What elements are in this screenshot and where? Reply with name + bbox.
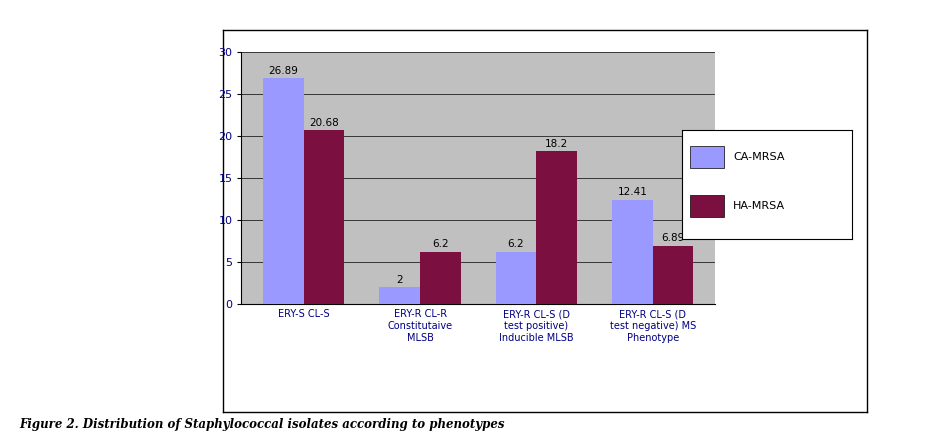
Text: 26.89: 26.89 xyxy=(268,66,298,76)
Text: 2: 2 xyxy=(397,274,403,285)
Text: 6.89: 6.89 xyxy=(661,233,685,243)
Text: 18.2: 18.2 xyxy=(545,138,568,148)
Bar xyxy=(420,252,461,304)
Text: 20.68: 20.68 xyxy=(310,118,339,128)
Text: CA-MRSA: CA-MRSA xyxy=(733,152,784,162)
Text: 6.2: 6.2 xyxy=(432,239,449,249)
Text: Figure 2. Distribution of Staphylococcal isolates according to phenotypes: Figure 2. Distribution of Staphylococcal… xyxy=(19,418,505,431)
Text: 12.41: 12.41 xyxy=(617,187,648,197)
Bar xyxy=(304,130,345,304)
Bar xyxy=(380,287,420,304)
Bar xyxy=(612,200,652,304)
Bar xyxy=(652,246,693,304)
Bar xyxy=(536,151,577,304)
Bar xyxy=(690,147,724,168)
Text: HA-MRSA: HA-MRSA xyxy=(733,201,785,211)
Text: 6.2: 6.2 xyxy=(508,239,525,249)
Bar xyxy=(690,195,724,217)
Bar xyxy=(263,78,304,304)
Bar xyxy=(495,252,536,304)
